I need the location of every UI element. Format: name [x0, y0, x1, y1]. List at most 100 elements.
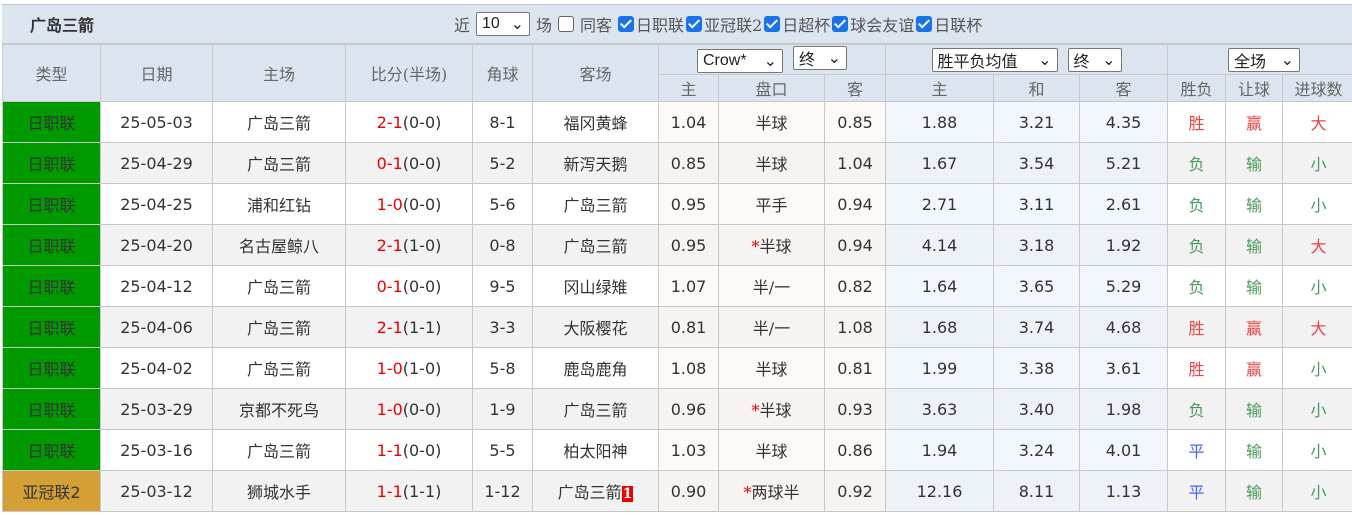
full-time-score: 1-1 — [376, 440, 403, 460]
away-team-name: 冈山绿雉 — [563, 278, 628, 297]
league-type[interactable]: 日职联 — [2, 306, 101, 348]
score[interactable]: 0-1(0-0) — [345, 265, 473, 307]
table-row: 日职联 25-03-16 广岛三箭 1-1(0-0) 5-5 柏太阳神 1.03… — [2, 429, 1352, 471]
away-team[interactable]: 福冈黄蜂 — [532, 101, 659, 143]
line-value: 半球 — [755, 442, 788, 461]
half-time-score: (1-1) — [402, 481, 442, 501]
period-select[interactable]: 全场 ⌄ — [1228, 47, 1301, 72]
half-time-score: (0-0) — [402, 440, 442, 460]
win-loss: 负 — [1167, 224, 1227, 266]
win-loss: 胜 — [1167, 347, 1227, 389]
company-select[interactable]: Crow* ⌄ — [697, 49, 783, 73]
result-header: 全场 ⌄ — [1167, 44, 1352, 75]
home-team[interactable]: 狮城水手 — [212, 470, 346, 512]
eu-home-odds: 12.16 — [885, 470, 995, 512]
league-type[interactable]: 日职联 — [2, 347, 101, 389]
score[interactable]: 1-1(1-1) — [345, 470, 473, 512]
half-time-score: (1-0) — [402, 358, 442, 378]
away-team[interactable]: 柏太阳神 — [532, 429, 659, 471]
col-eu-away: 客 — [1079, 74, 1169, 102]
half-time-score: (0-0) — [402, 194, 442, 214]
away-team-name: 鹿岛鹿角 — [563, 360, 628, 379]
line-value: 半/一 — [752, 319, 791, 338]
title-bar: 广岛三箭 近 10 ⌄ 场 同客 日职联 亚冠联2 日超杯 球会友谊 日联杯 — [2, 5, 1352, 44]
eu-time-value: 终 — [1073, 53, 1090, 71]
asian-line: 半球 — [718, 101, 825, 143]
league-type[interactable]: 日职联 — [2, 101, 101, 143]
score[interactable]: 1-1(0-0) — [345, 429, 473, 471]
eu-home-odds: 1.67 — [885, 142, 995, 184]
league-type[interactable]: 日职联 — [2, 142, 101, 184]
eu-odds-value: 胜平负均值 — [937, 53, 1018, 71]
eu-away-odds: 1.92 — [1079, 224, 1169, 266]
score[interactable]: 2-1(0-0) — [345, 101, 473, 143]
eu-away-odds: 1.13 — [1079, 470, 1169, 512]
half-time-score: (0-0) — [402, 276, 442, 296]
line-value: 半球 — [755, 360, 788, 379]
home-team[interactable]: 广岛三箭 — [212, 306, 346, 348]
league-checkbox[interactable] — [916, 16, 933, 32]
home-team[interactable]: 广岛三箭 — [212, 101, 346, 143]
line-value: 平手 — [755, 196, 788, 215]
home-team[interactable]: 广岛三箭 — [212, 347, 346, 389]
league-label: 亚冠联2 — [704, 16, 763, 35]
league-checkbox[interactable] — [832, 16, 849, 32]
score[interactable]: 1-0(1-0) — [345, 347, 473, 389]
home-team[interactable]: 名古屋鲸八 — [212, 224, 346, 266]
eu-away-odds: 5.21 — [1079, 142, 1169, 184]
table-row: 日职联 25-04-29 广岛三箭 0-1(0-0) 5-2 新泻天鹅 0.85… — [2, 142, 1352, 184]
score[interactable]: 1-0(0-0) — [345, 388, 473, 430]
recent-count-select[interactable]: 10 ⌄ — [476, 12, 531, 36]
goals-result: 大 — [1282, 306, 1352, 348]
home-team[interactable]: 广岛三箭 — [212, 265, 346, 307]
away-team[interactable]: 新泻天鹅 — [532, 142, 659, 184]
league-checkbox[interactable] — [764, 16, 781, 32]
col-goals-result: 进球数 — [1282, 74, 1352, 102]
eu-time-select[interactable]: 终 ⌄ — [1067, 47, 1122, 72]
away-team[interactable]: 广岛三箭 — [532, 224, 659, 266]
away-team[interactable]: 鹿岛鹿角 — [532, 347, 659, 389]
away-team[interactable]: 广岛三箭 — [532, 388, 659, 430]
asian-odds-header: Crow* ⌄ 终 ⌄ — [657, 44, 887, 75]
same-away-checkbox[interactable] — [558, 16, 575, 32]
league-checkbox[interactable] — [686, 16, 703, 32]
eu-home-odds: 1.94 — [885, 429, 995, 471]
league-type[interactable]: 日职联 — [2, 429, 101, 471]
line-value: 半球 — [759, 401, 792, 420]
score[interactable]: 2-1(1-0) — [345, 224, 473, 266]
asian-line: 半球 — [718, 142, 825, 184]
match-date: 25-04-29 — [100, 142, 213, 184]
league-type[interactable]: 日职联 — [2, 183, 101, 225]
half-time-score: (0-0) — [402, 153, 442, 173]
away-team[interactable]: 广岛三箭1 — [532, 470, 659, 512]
away-team[interactable]: 冈山绿雉 — [532, 265, 659, 307]
home-team[interactable]: 京都不死鸟 — [212, 388, 346, 430]
home-team[interactable]: 浦和红钻 — [212, 183, 346, 225]
col-handicap-result: 让球 — [1225, 74, 1284, 102]
score[interactable]: 0-1(0-0) — [345, 142, 473, 184]
away-team[interactable]: 广岛三箭 — [532, 183, 659, 225]
league-label: 球会友谊 — [850, 16, 915, 35]
league-type[interactable]: 亚冠联2 — [2, 470, 101, 512]
league-type[interactable]: 日职联 — [2, 265, 101, 307]
home-team[interactable]: 广岛三箭 — [212, 142, 346, 184]
league-checkbox[interactable] — [618, 16, 635, 32]
asian-away-odds: 0.86 — [823, 429, 887, 471]
league-type[interactable]: 日职联 — [2, 388, 101, 430]
half-time-score: (1-1) — [402, 317, 442, 337]
away-team[interactable]: 大阪樱花 — [532, 306, 659, 348]
league-type[interactable]: 日职联 — [2, 224, 101, 266]
eu-draw-odds: 8.11 — [993, 470, 1081, 512]
asian-away-odds: 0.93 — [823, 388, 887, 430]
chevron-down-icon: ⌄ — [1102, 51, 1116, 69]
home-team[interactable]: 广岛三箭 — [212, 429, 346, 471]
filters: 近 10 ⌄ 场 同客 日职联 亚冠联2 日超杯 球会友谊 日联杯 — [454, 5, 982, 43]
asian-home-odds: 0.95 — [658, 224, 719, 266]
full-time-score: 0-1 — [376, 153, 403, 173]
eu-odds-select[interactable]: 胜平负均值 ⌄ — [931, 47, 1058, 72]
eu-home-odds: 1.68 — [885, 306, 995, 348]
score[interactable]: 1-0(0-0) — [345, 183, 473, 225]
odds-time-select[interactable]: 终 ⌄ — [793, 46, 847, 70]
score[interactable]: 2-1(1-1) — [345, 306, 473, 348]
col-asian-away: 客 — [823, 74, 887, 102]
